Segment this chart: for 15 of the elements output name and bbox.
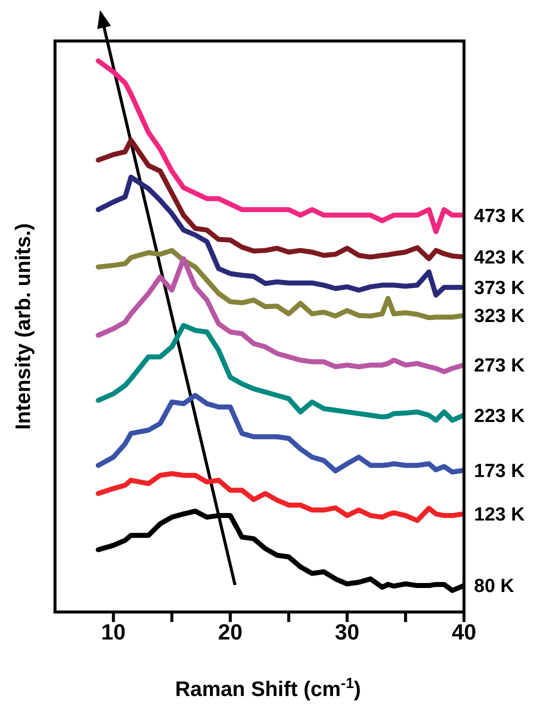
series-label: 423 K [474, 248, 525, 269]
series-label: 80 K [474, 576, 514, 598]
x-tick-label: 10 [101, 620, 126, 645]
x-axis-title: Raman Shift (cm$^{-1}$) [175, 676, 361, 701]
series-label: 223 K [474, 406, 525, 427]
series-label: 123 K [474, 504, 525, 526]
series-label: 323 K [474, 306, 525, 328]
x-tick-label: 20 [218, 620, 243, 645]
series-label: 473 K [474, 206, 525, 227]
series-label: 373 K [474, 278, 525, 300]
series-label: 273 K [474, 356, 525, 377]
x-tick-label: 30 [334, 620, 360, 645]
series-label: 173 K [474, 461, 525, 482]
x-tick-label: 40 [452, 620, 476, 645]
y-axis-title: Intensity (arb. units.) [12, 223, 35, 430]
